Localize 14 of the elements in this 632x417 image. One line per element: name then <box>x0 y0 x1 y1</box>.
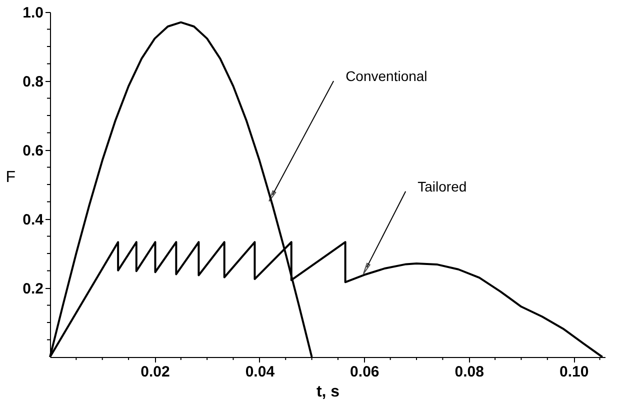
y-tick-label: 1.0 <box>22 4 44 22</box>
y-tick-label: 0.6 <box>22 142 44 160</box>
x-tick-label: 0.06 <box>350 364 380 380</box>
y-tick-label: 0.8 <box>22 74 44 90</box>
y-tick-label: 0.2 <box>22 280 44 298</box>
x-tick-label: 0.04 <box>245 364 276 380</box>
x-tick-label: 0.02 <box>140 364 170 380</box>
x-axis-title: t, s <box>316 384 340 400</box>
x-tick-label: 0.08 <box>454 364 484 380</box>
y-axis-title: F <box>6 169 16 186</box>
annotation: Tailored <box>418 178 467 194</box>
x-tick-label: 0.10 <box>559 364 589 380</box>
annotation: Conventional <box>346 68 428 84</box>
y-tick-label: 0.4 <box>22 212 44 228</box>
